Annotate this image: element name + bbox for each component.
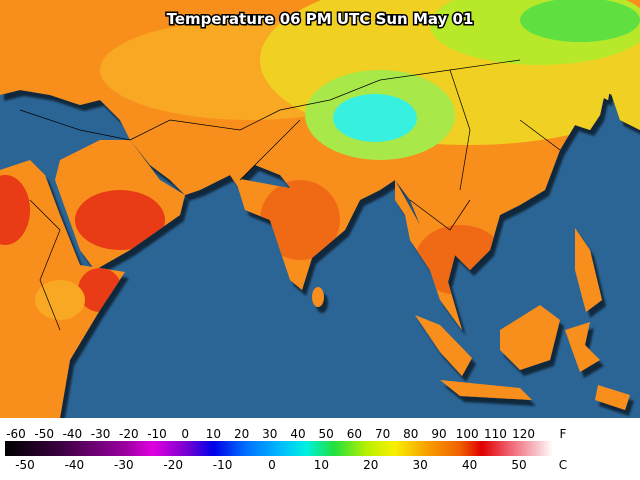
celsius-tick: 50 (511, 458, 526, 472)
fahrenheit-tick: -20 (119, 427, 139, 441)
fahrenheit-tick: 80 (403, 427, 418, 441)
fahrenheit-tick: 40 (290, 427, 305, 441)
fahrenheit-tick: 100 (456, 427, 479, 441)
fahrenheit-tick: 50 (319, 427, 334, 441)
fahrenheit-tick: 30 (262, 427, 277, 441)
celsius-tick: 10 (314, 458, 329, 472)
celsius-unit: C (559, 458, 567, 472)
fahrenheit-unit: F (560, 427, 567, 441)
celsius-tick: -30 (114, 458, 134, 472)
fahrenheit-tick: -50 (34, 427, 54, 441)
fahrenheit-tick: 70 (375, 427, 390, 441)
celsius-tick: -10 (213, 458, 233, 472)
fahrenheit-tick: 110 (484, 427, 507, 441)
fahrenheit-tick: 10 (206, 427, 221, 441)
borders (19, 59, 561, 331)
celsius-tick: -20 (163, 458, 183, 472)
fahrenheit-tick: 0 (181, 427, 189, 441)
celsius-tick: -50 (15, 458, 35, 472)
map-title: Temperature 06 PM UTC Sun May 01 (167, 10, 474, 28)
celsius-tick: 30 (413, 458, 428, 472)
legend: -60 -50 -40 -30 -20 -10 0 10 20 30 40 50 60 70 80 90 100… (6, 427, 567, 472)
fahrenheit-tick: 20 (234, 427, 249, 441)
fahrenheit-tick: -10 (147, 427, 167, 441)
celsius-tick: 40 (462, 458, 477, 472)
celsius-tick: -40 (65, 458, 85, 472)
fahrenheit-tick: 60 (347, 427, 362, 441)
color-bar (5, 441, 553, 456)
celsius-tick: 0 (268, 458, 276, 472)
fahrenheit-tick: 90 (431, 427, 446, 441)
celsius-tick: 20 (363, 458, 378, 472)
fahrenheit-tick: -60 (6, 427, 26, 441)
fahrenheit-tick: -40 (63, 427, 83, 441)
fahrenheit-tick: -30 (91, 427, 111, 441)
fahrenheit-tick: 120 (512, 427, 535, 441)
